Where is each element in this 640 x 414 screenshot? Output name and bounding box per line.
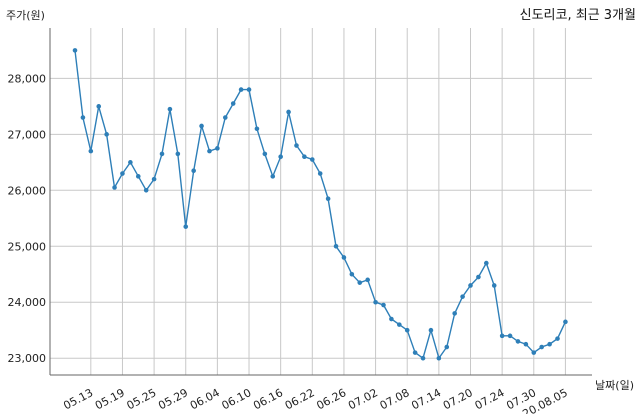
data-point bbox=[412, 350, 418, 355]
data-point bbox=[270, 174, 276, 179]
x-tick-label: 07.20 bbox=[441, 386, 475, 412]
data-point bbox=[460, 294, 465, 299]
data-point bbox=[199, 123, 204, 129]
data-point bbox=[175, 151, 181, 157]
data-point bbox=[333, 243, 339, 249]
data-point bbox=[317, 171, 323, 176]
data-point bbox=[491, 283, 497, 288]
data-point bbox=[286, 109, 291, 115]
data-point bbox=[555, 336, 560, 341]
data-point bbox=[246, 87, 252, 92]
x-tick-label: 05.13 bbox=[61, 386, 95, 412]
x-tick-label: 06.26 bbox=[314, 386, 348, 412]
data-point bbox=[531, 350, 537, 355]
labels: 신도리코, 최근 3개월 주가(원) 날짜(일) 23,000 24,000 25,… bbox=[6, 8, 636, 414]
data-point bbox=[404, 327, 410, 333]
chart-title: 신도리코, 최근 3개월 bbox=[520, 8, 636, 23]
y-tick-label: 27,000 bbox=[8, 128, 47, 141]
data-point bbox=[167, 106, 173, 112]
data-point bbox=[515, 339, 521, 344]
data-point bbox=[468, 283, 473, 288]
data-point bbox=[310, 157, 315, 162]
data-point bbox=[484, 260, 489, 266]
data-point bbox=[159, 151, 165, 157]
data-point bbox=[563, 319, 568, 325]
data-point bbox=[302, 154, 307, 160]
data-point bbox=[191, 168, 196, 174]
data-point bbox=[428, 327, 434, 333]
data-point bbox=[373, 299, 378, 305]
data-point bbox=[444, 344, 450, 350]
data-point bbox=[215, 146, 220, 151]
data-point bbox=[325, 196, 331, 202]
x-tick-label: 07.14 bbox=[409, 386, 443, 412]
data-point bbox=[499, 333, 505, 339]
axes bbox=[49, 28, 592, 376]
data-point bbox=[128, 160, 133, 165]
y-tick-label: 28,000 bbox=[8, 72, 47, 85]
data-point bbox=[120, 171, 125, 176]
x-tick-label: 06.22 bbox=[283, 386, 317, 412]
data-point bbox=[222, 115, 228, 120]
data-point bbox=[88, 148, 94, 154]
data-point bbox=[207, 148, 212, 154]
x-tick-label: 05.25 bbox=[125, 386, 159, 412]
x-tick-label: 07.24 bbox=[473, 386, 507, 412]
data-point bbox=[357, 280, 363, 285]
data-point bbox=[151, 176, 157, 182]
data-point bbox=[476, 274, 481, 280]
data-point bbox=[547, 341, 552, 347]
data-point bbox=[262, 151, 268, 157]
gridlines bbox=[50, 28, 592, 375]
y-tick-label: 25,000 bbox=[8, 240, 47, 253]
data-point bbox=[341, 255, 347, 260]
data-point bbox=[183, 224, 189, 229]
x-tick-label: 05.19 bbox=[93, 386, 127, 412]
data-point bbox=[143, 188, 149, 193]
y-tick-label: 26,000 bbox=[8, 184, 47, 197]
y-tick-label: 24,000 bbox=[8, 296, 47, 309]
data-point bbox=[397, 322, 402, 327]
x-tick-label: 06.16 bbox=[251, 386, 285, 412]
x-axis-title: 날짜(일) bbox=[595, 378, 634, 392]
data-point bbox=[436, 355, 442, 361]
data-point bbox=[230, 101, 236, 106]
x-tick-label: 06.04 bbox=[188, 386, 222, 412]
data-point bbox=[294, 143, 299, 148]
data-point bbox=[112, 185, 117, 190]
data-point bbox=[365, 277, 370, 283]
price-series bbox=[72, 48, 568, 361]
data-point bbox=[389, 316, 394, 322]
data-point bbox=[278, 154, 283, 160]
data-point bbox=[507, 333, 513, 339]
data-point bbox=[452, 311, 457, 316]
data-point bbox=[349, 271, 355, 277]
data-point bbox=[72, 48, 78, 53]
data-point bbox=[523, 341, 529, 347]
x-tick-label: 07.08 bbox=[378, 386, 412, 412]
y-tick-label: 23,000 bbox=[8, 352, 47, 365]
data-point bbox=[381, 302, 386, 308]
data-point bbox=[238, 87, 244, 92]
x-tick-label: 05.29 bbox=[156, 386, 190, 412]
data-point bbox=[96, 104, 102, 109]
data-point bbox=[104, 132, 109, 137]
data-point bbox=[80, 115, 86, 120]
y-axis-title: 주가(원) bbox=[6, 9, 45, 22]
data-point bbox=[135, 174, 141, 179]
data-point bbox=[420, 355, 426, 361]
price-line bbox=[74, 50, 567, 360]
x-tick-label: 06.10 bbox=[220, 386, 254, 412]
data-point bbox=[539, 344, 544, 350]
x-tick-label: 07.02 bbox=[346, 386, 380, 412]
data-point bbox=[254, 126, 260, 132]
